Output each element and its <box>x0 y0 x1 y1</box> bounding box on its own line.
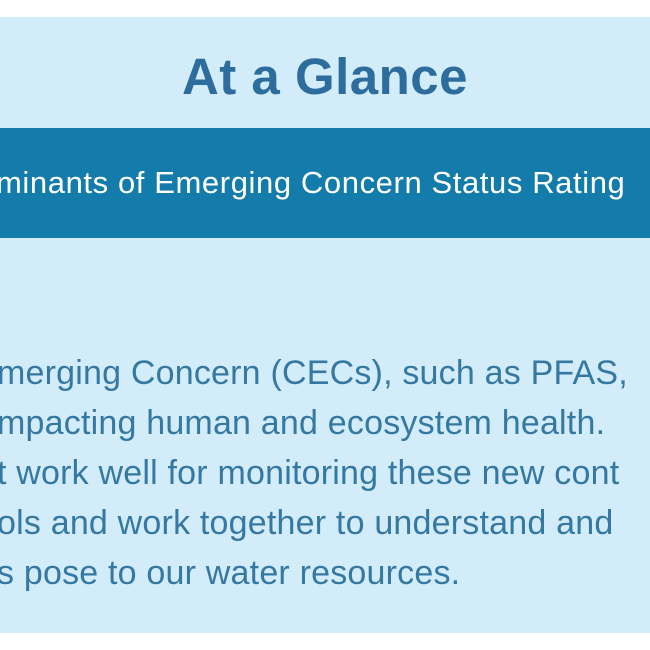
at-a-glance-paragraph: merging Concern (CECs), such as PFAS, mp… <box>0 348 650 598</box>
paragraph-line-2: mpacting human and ecosystem health. <box>0 404 606 442</box>
paragraph-line-1: merging Concern (CECs), such as PFAS, <box>0 354 628 392</box>
paragraph-line-4: ols and work together to understand and <box>0 504 614 542</box>
banner-text: minants of Emerging Concern Status Ratin… <box>0 165 626 200</box>
light-blue-panel <box>0 17 650 633</box>
paragraph-line-5: s pose to our water resources. <box>0 554 461 592</box>
paragraph-line-3: t work well for monitoring these new con… <box>0 454 620 492</box>
section-title: At a Glance <box>181 48 469 105</box>
status-ratings-banner: minants of Emerging Concern Status Ratin… <box>0 128 650 238</box>
